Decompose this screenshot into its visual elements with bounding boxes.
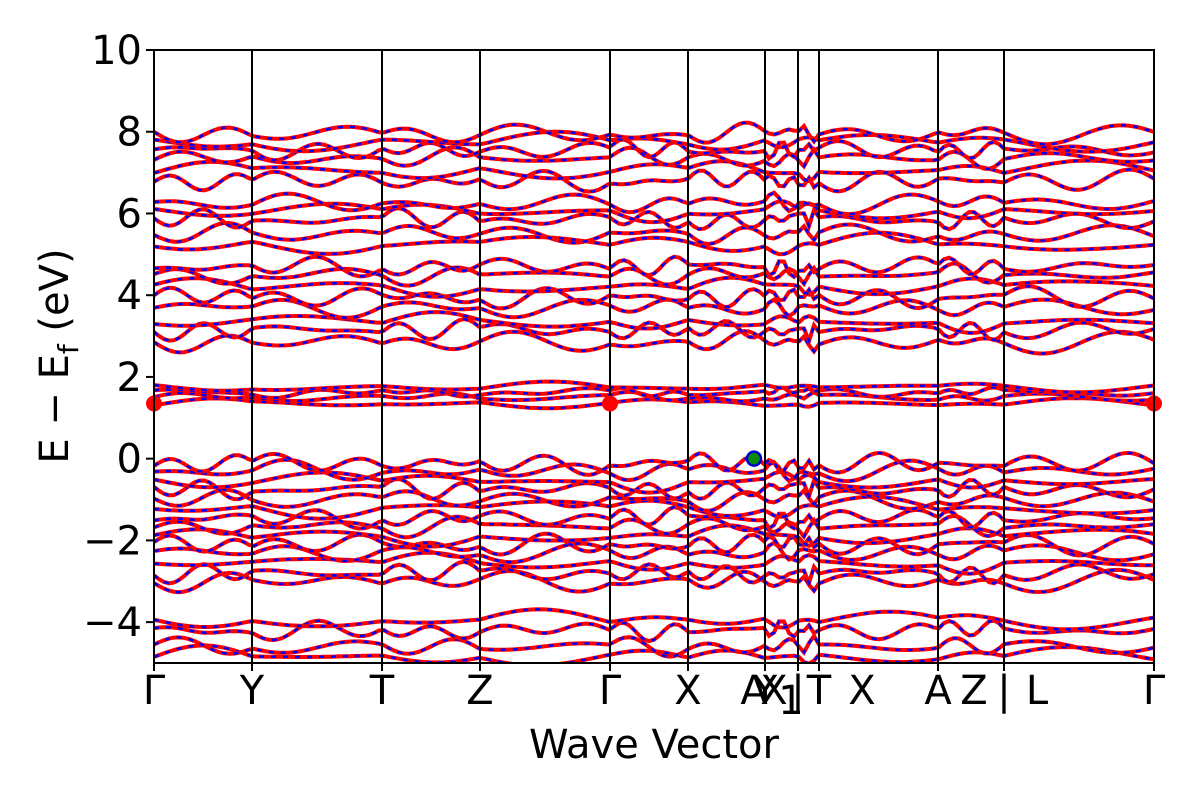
y-axis-ticks: −4 −2 0 2 4 6 8 10 xyxy=(83,28,154,646)
x-tick-label: Γ xyxy=(599,668,622,714)
band-line-down xyxy=(154,231,1154,256)
y-tick-label: 10 xyxy=(91,28,142,74)
band-line-up xyxy=(154,379,1154,395)
vbm-marker xyxy=(745,450,763,467)
y-tick-label: 2 xyxy=(117,355,142,401)
band-line-down xyxy=(154,451,1154,477)
x-tick-label: Y xyxy=(239,668,265,714)
x-tick-label: A xyxy=(924,668,952,714)
band-line-down xyxy=(154,551,1154,575)
band-line-down xyxy=(154,633,1154,658)
band-line-down xyxy=(154,168,1154,193)
band-line-up xyxy=(154,396,1154,411)
band-line-down xyxy=(154,207,1154,231)
x-tick-label: Z xyxy=(960,668,987,714)
cbm-marker xyxy=(602,395,618,412)
x-tick-label: | xyxy=(791,668,804,714)
y-tick-label: −4 xyxy=(83,600,142,646)
band-line-down xyxy=(154,505,1154,530)
y-axis-label-main: E − E xyxy=(32,354,78,464)
x-tick-label: X xyxy=(674,668,701,714)
band-line-down xyxy=(154,495,1154,520)
band-line-down xyxy=(154,298,1154,320)
x-tick-label: L xyxy=(1026,668,1049,714)
band-line-down xyxy=(154,477,1154,501)
band-line-down xyxy=(154,608,1154,631)
x-axis-label: Wave Vector xyxy=(529,722,780,768)
band-line-down xyxy=(154,560,1154,587)
x-tick-label: X xyxy=(760,668,787,714)
band-line-down xyxy=(154,255,1154,279)
x-tick-label: 1 xyxy=(778,678,803,724)
band-line-down xyxy=(154,262,1154,287)
band-line-down xyxy=(154,121,1154,146)
band-line-down xyxy=(154,317,1154,345)
x-tick-label: Z xyxy=(466,668,493,714)
bands-group xyxy=(154,120,1154,663)
band-line-down xyxy=(154,130,1154,153)
x-tick-label: A xyxy=(740,668,768,714)
y-tick-label: 0 xyxy=(117,437,142,483)
band-line-down xyxy=(154,619,1154,643)
y-axis-label: E − Ef (eV) xyxy=(32,248,85,463)
k-path-lines xyxy=(251,50,1005,663)
band-line-down xyxy=(154,310,1154,335)
band-line-down xyxy=(154,488,1154,513)
band-line-down xyxy=(154,524,1154,548)
band-line-down xyxy=(154,284,1154,310)
band-line-down xyxy=(154,146,1154,171)
y-tick-label: 4 xyxy=(117,273,142,319)
x-tick-label: T xyxy=(369,668,395,714)
x-tick-label: Γ xyxy=(143,668,166,714)
x-tick-label: T xyxy=(806,668,832,714)
band-line-down xyxy=(154,159,1154,183)
band-line-down xyxy=(154,191,1154,216)
x-tick-label: Y xyxy=(752,668,778,714)
extrema-markers xyxy=(146,395,1162,467)
band-line-up xyxy=(154,531,1154,558)
y-axis-label-sub: f xyxy=(52,343,85,354)
band-line-down xyxy=(154,514,1154,539)
x-tick-label: Γ xyxy=(1143,668,1166,714)
y-tick-label: 8 xyxy=(117,110,142,156)
band-line-down xyxy=(154,541,1154,564)
band-line-down xyxy=(154,390,1154,403)
y-tick-label: −2 xyxy=(83,518,142,564)
band-line-down xyxy=(154,221,1154,246)
band-line-down xyxy=(154,138,1154,162)
band-line-down xyxy=(154,276,1154,298)
y-tick-label: 6 xyxy=(117,191,142,237)
band-line-down xyxy=(154,386,1154,400)
plot-frame xyxy=(153,49,1155,664)
x-tick-label: | xyxy=(997,668,1010,714)
band-line-down xyxy=(154,200,1154,224)
y-axis-label-unit: (eV) xyxy=(32,248,78,344)
x-tick-label: X xyxy=(848,668,875,714)
